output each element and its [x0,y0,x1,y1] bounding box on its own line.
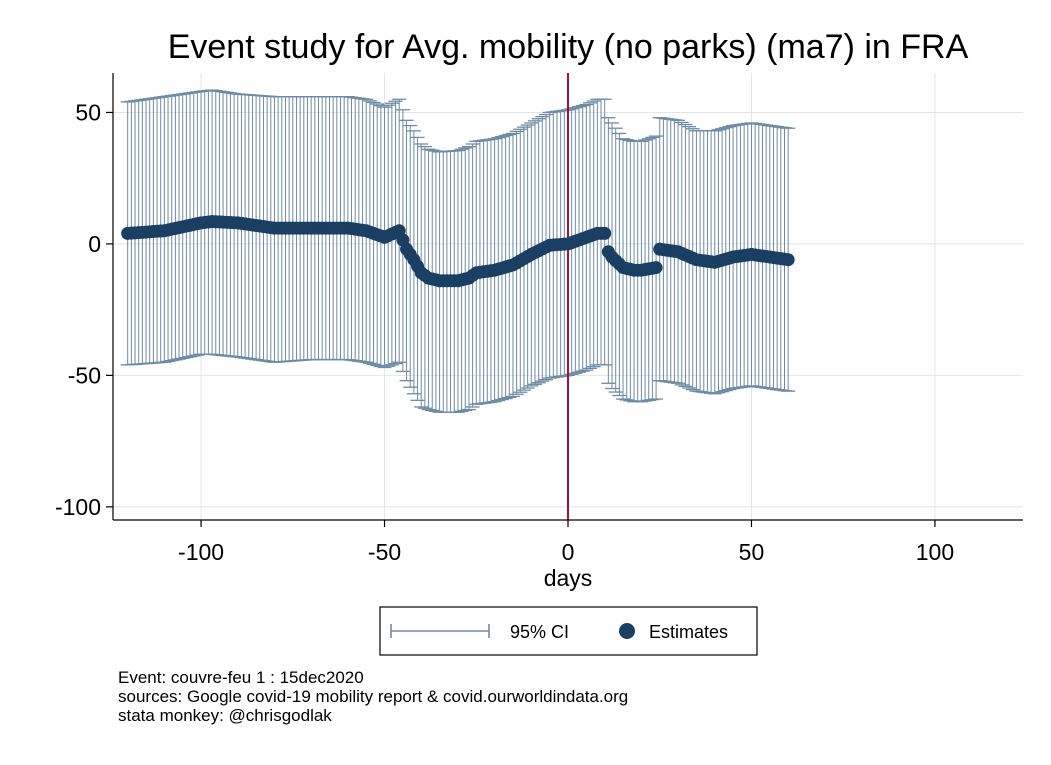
legend: 95% CI Estimates [379,606,758,656]
y-tick-label: 50 [75,99,101,125]
legend-estimate-label: Estimates [649,622,728,642]
y-tick-label: 0 [88,231,101,257]
ci-error-bars [120,89,796,413]
x-tick-label: 100 [916,539,954,565]
x-axis-label: days [544,565,593,591]
x-tick-label: -100 [178,539,224,565]
chart-title: Event study for Avg. mobility (no parks)… [167,28,969,66]
estimate-point [598,226,612,240]
estimate-point [649,261,663,275]
x-tick-label: 50 [739,539,765,565]
note-sources: sources: Google covid-19 mobility report… [118,687,629,706]
x-tick-label: 0 [562,539,575,565]
estimate-points [121,215,795,288]
estimate-point [781,253,795,267]
note-event: Event: couvre-feu 1 : 15dec2020 [118,668,364,687]
chart-notes: Event: couvre-feu 1 : 15dec2020 sources:… [118,668,628,725]
legend-ci-label: 95% CI [510,622,569,642]
y-tick-label: -50 [68,362,101,388]
x-tick-label: -50 [368,539,401,565]
y-tick-label: -100 [55,494,101,520]
note-credit: stata monkey: @chrisgodlak [118,706,332,725]
axes: -100 -50 0 50 -100 -50 0 50 100 days [55,73,1023,591]
legend-estimate-swatch [619,623,635,639]
